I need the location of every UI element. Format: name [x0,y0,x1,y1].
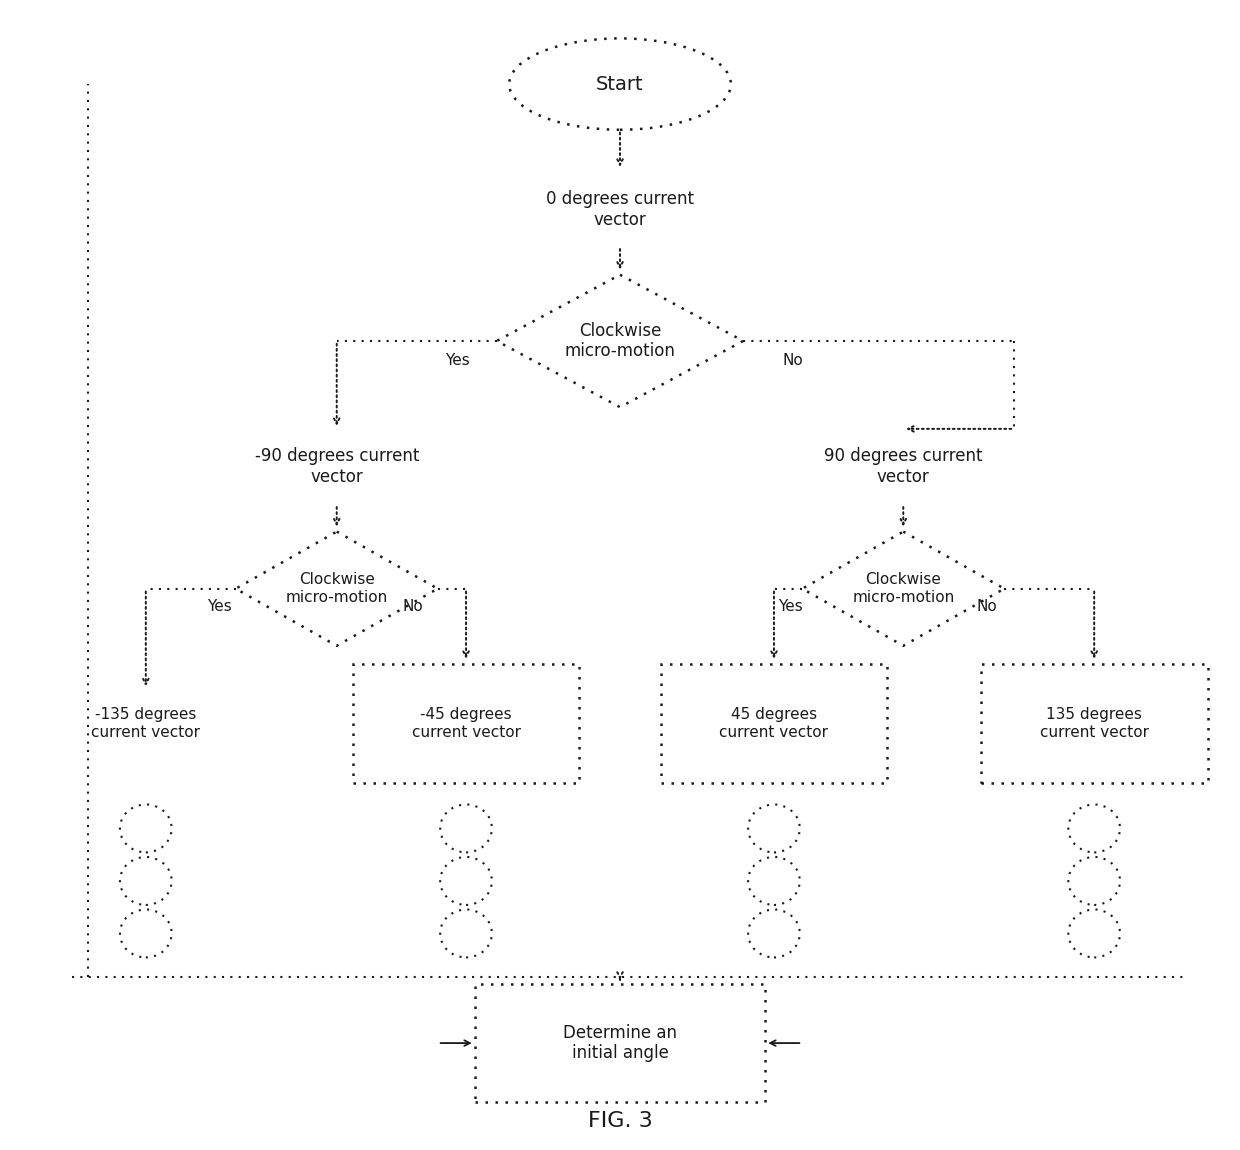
Bar [661,664,888,783]
Text: Clockwise
micro-motion: Clockwise micro-motion [852,573,955,605]
Text: Yes: Yes [445,353,470,368]
Bar [475,983,765,1103]
Bar [352,664,579,783]
Text: Determine an
initial angle: Determine an initial angle [563,1024,677,1063]
Text: No: No [977,599,997,614]
Text: 0 degrees current
vector: 0 degrees current vector [546,190,694,229]
Text: Start: Start [596,75,644,93]
Text: Yes: Yes [777,599,802,614]
Text: No: No [782,353,802,368]
Text: 90 degrees current
vector: 90 degrees current vector [825,447,982,486]
Bar [981,664,1208,783]
Text: 45 degrees
current vector: 45 degrees current vector [719,707,828,739]
Text: FIG. 3: FIG. 3 [588,1111,652,1130]
Text: Clockwise
micro-motion: Clockwise micro-motion [285,573,388,605]
Text: Yes: Yes [207,599,232,614]
Text: 135 degrees
current vector: 135 degrees current vector [1039,707,1148,739]
Text: -90 degrees current
vector: -90 degrees current vector [254,447,419,486]
Text: -135 degrees
current vector: -135 degrees current vector [92,707,201,739]
Text: No: No [403,599,423,614]
Text: Clockwise
micro-motion: Clockwise micro-motion [564,322,676,360]
Text: -45 degrees
current vector: -45 degrees current vector [412,707,521,739]
